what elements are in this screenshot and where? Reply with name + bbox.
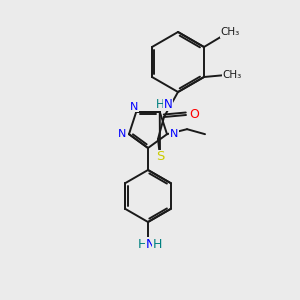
Text: H: H (152, 238, 162, 250)
Text: CH₃: CH₃ (220, 27, 240, 37)
Text: N: N (164, 98, 172, 110)
Text: N: N (145, 238, 155, 250)
Text: O: O (189, 109, 199, 122)
Text: N: N (170, 129, 178, 139)
Text: CH₃: CH₃ (222, 70, 242, 80)
Text: S: S (156, 151, 164, 164)
Text: H: H (156, 98, 164, 110)
Text: N: N (118, 129, 126, 139)
Text: N: N (130, 102, 138, 112)
Text: H: H (137, 238, 147, 250)
